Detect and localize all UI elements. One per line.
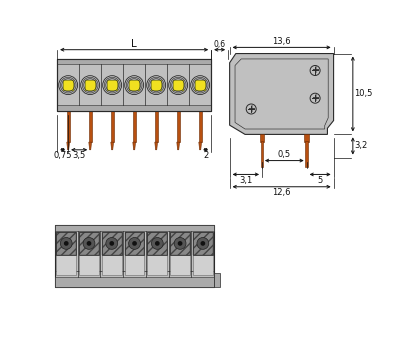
- Text: +: +: [247, 104, 255, 114]
- Bar: [129, 80, 139, 90]
- Bar: [214, 273, 220, 287]
- Bar: [173, 80, 183, 90]
- Bar: [260, 134, 264, 142]
- Bar: [125, 232, 144, 255]
- Bar: [193, 232, 213, 255]
- Text: +: +: [311, 65, 319, 76]
- Circle shape: [129, 238, 140, 249]
- Bar: [56, 232, 76, 274]
- Bar: [55, 277, 214, 287]
- Bar: [177, 111, 180, 142]
- Bar: [79, 232, 99, 255]
- Ellipse shape: [191, 76, 210, 94]
- Bar: [125, 232, 144, 255]
- Ellipse shape: [59, 76, 78, 94]
- Bar: [102, 232, 122, 274]
- Text: 0,6: 0,6: [214, 40, 226, 49]
- Circle shape: [83, 238, 95, 249]
- Ellipse shape: [104, 77, 120, 93]
- Text: 2: 2: [203, 151, 208, 160]
- Circle shape: [174, 238, 186, 249]
- Bar: [133, 111, 136, 142]
- Polygon shape: [89, 142, 92, 150]
- Bar: [55, 225, 214, 287]
- Bar: [170, 232, 190, 255]
- Text: 3,1: 3,1: [239, 176, 252, 185]
- Bar: [85, 80, 95, 90]
- Ellipse shape: [192, 77, 208, 93]
- Bar: [79, 232, 99, 274]
- Circle shape: [155, 241, 160, 246]
- Bar: [79, 232, 99, 255]
- Text: 5: 5: [318, 176, 323, 185]
- Ellipse shape: [125, 76, 144, 94]
- Bar: [199, 111, 202, 142]
- Polygon shape: [67, 142, 70, 150]
- Polygon shape: [111, 142, 114, 150]
- Ellipse shape: [147, 76, 166, 94]
- Text: 3,2: 3,2: [354, 141, 368, 150]
- Bar: [102, 232, 122, 255]
- Circle shape: [106, 238, 118, 249]
- Bar: [107, 80, 117, 90]
- Bar: [193, 232, 213, 255]
- Circle shape: [110, 241, 114, 246]
- Polygon shape: [230, 54, 334, 134]
- Bar: [57, 59, 211, 64]
- Bar: [304, 134, 309, 142]
- Ellipse shape: [170, 77, 186, 93]
- Bar: [111, 111, 114, 142]
- Ellipse shape: [81, 76, 100, 94]
- Circle shape: [64, 241, 68, 246]
- Bar: [67, 111, 70, 142]
- Bar: [57, 59, 211, 111]
- Polygon shape: [177, 142, 180, 150]
- Bar: [57, 105, 211, 111]
- Bar: [170, 232, 190, 255]
- Circle shape: [132, 241, 137, 246]
- Bar: [63, 80, 73, 90]
- Ellipse shape: [126, 77, 142, 93]
- Bar: [89, 111, 92, 142]
- Ellipse shape: [148, 77, 164, 93]
- Bar: [261, 141, 263, 167]
- Circle shape: [197, 238, 209, 249]
- Text: 0,75: 0,75: [54, 151, 72, 160]
- Text: 10,5: 10,5: [354, 90, 373, 98]
- Circle shape: [152, 238, 163, 249]
- Text: 0,5: 0,5: [278, 150, 291, 159]
- Bar: [125, 232, 144, 274]
- Bar: [151, 80, 161, 90]
- Bar: [56, 232, 76, 255]
- Bar: [56, 232, 76, 255]
- Bar: [170, 232, 190, 274]
- Text: 3,5: 3,5: [72, 151, 86, 160]
- Bar: [102, 232, 122, 255]
- Circle shape: [60, 238, 72, 249]
- Bar: [306, 141, 308, 167]
- Bar: [148, 232, 167, 255]
- Bar: [193, 232, 213, 274]
- Polygon shape: [155, 142, 158, 150]
- Text: 12,6: 12,6: [272, 188, 291, 197]
- Ellipse shape: [82, 77, 98, 93]
- Ellipse shape: [60, 77, 76, 93]
- Circle shape: [87, 241, 91, 246]
- Bar: [57, 59, 211, 111]
- Polygon shape: [199, 142, 202, 150]
- Bar: [55, 225, 214, 231]
- Text: 13,6: 13,6: [272, 37, 291, 46]
- Circle shape: [200, 241, 205, 246]
- Polygon shape: [133, 142, 136, 150]
- Bar: [195, 80, 205, 90]
- Circle shape: [178, 241, 182, 246]
- Text: L: L: [131, 38, 137, 49]
- Ellipse shape: [103, 76, 122, 94]
- Ellipse shape: [169, 76, 188, 94]
- Bar: [148, 232, 167, 274]
- Bar: [155, 111, 158, 142]
- Bar: [148, 232, 167, 255]
- Text: +: +: [311, 93, 319, 103]
